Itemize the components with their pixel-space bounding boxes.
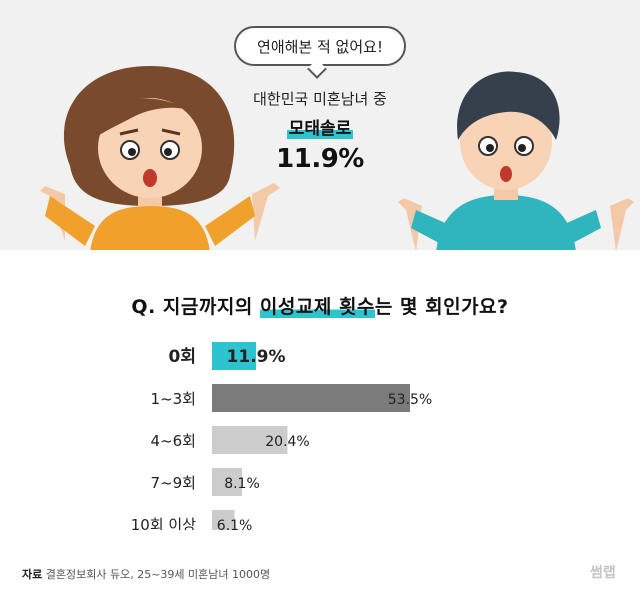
bar — [212, 468, 242, 496]
bar — [212, 342, 257, 370]
value-label: 6.1% — [217, 518, 253, 530]
category-label: 1~3회 — [151, 390, 196, 408]
value-label: 53.5% — [388, 392, 432, 408]
bar — [212, 426, 288, 454]
category-label: 0회 — [169, 347, 196, 367]
hero-keyword: 모태솔로 — [220, 114, 420, 139]
question-highlight: 이성교제 횟수 — [259, 296, 375, 318]
hero-keyword-text: 모태솔로 — [286, 119, 354, 139]
speech-bubble: 연애해본 적 없어요! — [234, 26, 406, 66]
value-label: 11.9% — [227, 347, 286, 367]
bar — [212, 384, 410, 412]
category-label: 7~9회 — [151, 474, 196, 492]
hero-subtitle: 대한민국 미혼남녀 중 — [253, 90, 387, 108]
question-suffix: 는 몇 회인가요? — [374, 296, 509, 318]
category-label: 10회 이상 — [131, 516, 196, 530]
source-label: 자료 — [22, 568, 43, 581]
hero-illustration: 연애해본 적 없어요! 대한민국 미혼남녀 중 모태솔로 11.9% — [0, 0, 640, 250]
value-label: 8.1% — [224, 476, 260, 492]
woman-illustration — [40, 66, 280, 250]
hero-figure: 11.9% — [276, 144, 364, 174]
category-label: 4~6회 — [151, 432, 196, 450]
question-prefix: Q. 지금까지의 — [131, 296, 260, 318]
bar — [212, 510, 235, 530]
value-label: 20.4% — [265, 434, 309, 450]
survey-question: Q. 지금까지의 이성교제 횟수는 몇 회인가요? — [0, 292, 640, 319]
source-text: 결혼정보회사 듀오, 25~39세 미혼남녀 1000명 — [42, 568, 271, 581]
man-illustration — [398, 71, 634, 250]
source-note: 자료 결혼정보회사 듀오, 25~39세 미혼남녀 1000명 — [22, 566, 270, 582]
bar-chart: 0회 11.9% 1~3회 53.5% 4~6회 20.4% 7~9회 8.1% 10회 이상 6… — [131, 342, 432, 530]
brand-logo: 썸랩 — [590, 565, 616, 581]
